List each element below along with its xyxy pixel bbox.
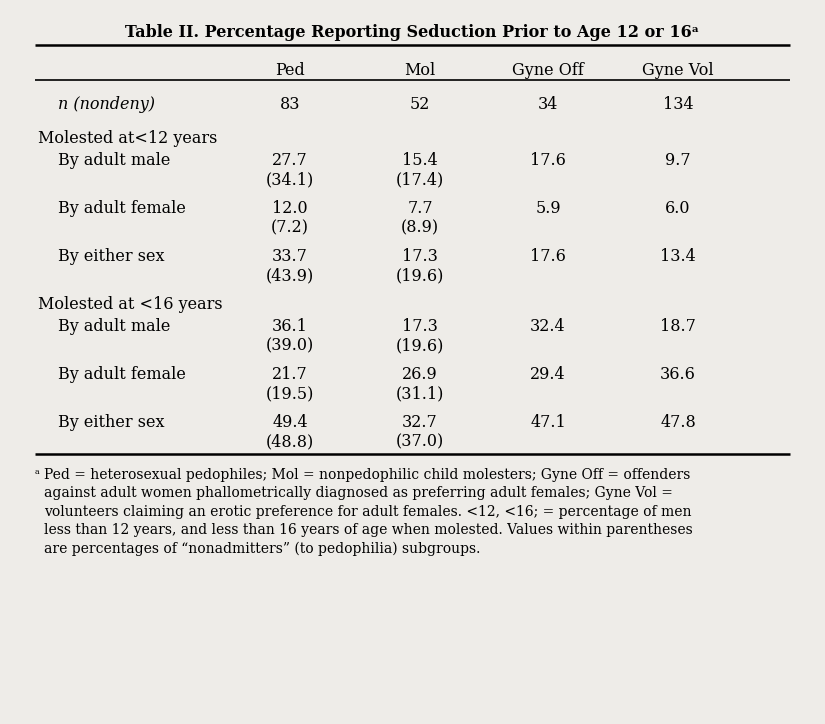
Text: 18.7: 18.7: [660, 318, 696, 335]
Text: ᵃ: ᵃ: [35, 468, 40, 481]
Text: By adult male: By adult male: [58, 318, 171, 335]
Text: 34: 34: [538, 96, 559, 113]
Text: (19.6): (19.6): [396, 267, 444, 284]
Text: 17.3: 17.3: [402, 248, 438, 265]
Text: 12.0: 12.0: [272, 200, 308, 217]
Text: 27.7: 27.7: [272, 152, 308, 169]
Text: 47.8: 47.8: [660, 414, 695, 431]
Text: Ped: Ped: [275, 62, 305, 79]
Text: (8.9): (8.9): [401, 219, 439, 236]
Text: 83: 83: [280, 96, 300, 113]
Text: By either sex: By either sex: [58, 248, 164, 265]
Text: By adult female: By adult female: [58, 200, 186, 217]
Text: Gyne Vol: Gyne Vol: [642, 62, 714, 79]
Text: Gyne Off: Gyne Off: [512, 62, 584, 79]
Text: Molested at <16 years: Molested at <16 years: [38, 296, 223, 313]
Text: Table II. Percentage Reporting Seduction Prior to Age 12 or 16ᵃ: Table II. Percentage Reporting Seduction…: [125, 24, 700, 41]
Text: By adult male: By adult male: [58, 152, 171, 169]
Text: (43.9): (43.9): [266, 267, 314, 284]
Text: 7.7: 7.7: [408, 200, 433, 217]
Text: (19.5): (19.5): [266, 385, 314, 402]
Text: By adult female: By adult female: [58, 366, 186, 383]
Text: 36.6: 36.6: [660, 366, 696, 383]
Text: 17.6: 17.6: [530, 248, 566, 265]
Text: n (nondeny): n (nondeny): [58, 96, 155, 113]
Text: 32.7: 32.7: [402, 414, 438, 431]
Text: 134: 134: [662, 96, 693, 113]
Text: 36.1: 36.1: [272, 318, 308, 335]
Text: By either sex: By either sex: [58, 414, 164, 431]
Text: 9.7: 9.7: [665, 152, 691, 169]
Text: 32.4: 32.4: [530, 318, 566, 335]
Text: (19.6): (19.6): [396, 337, 444, 354]
Text: 29.4: 29.4: [530, 366, 566, 383]
Text: (31.1): (31.1): [396, 385, 444, 402]
Text: 17.3: 17.3: [402, 318, 438, 335]
Text: (48.8): (48.8): [266, 433, 314, 450]
Text: Molested at<12 years: Molested at<12 years: [38, 130, 217, 147]
Text: (7.2): (7.2): [271, 219, 309, 236]
Text: (34.1): (34.1): [266, 171, 314, 188]
Text: Mol: Mol: [404, 62, 436, 79]
Text: (37.0): (37.0): [396, 433, 444, 450]
Text: 13.4: 13.4: [660, 248, 695, 265]
Text: Ped = heterosexual pedophiles; Mol = nonpedophilic child molesters; Gyne Off = o: Ped = heterosexual pedophiles; Mol = non…: [44, 468, 693, 556]
Text: (17.4): (17.4): [396, 171, 444, 188]
Text: 49.4: 49.4: [272, 414, 308, 431]
Text: 52: 52: [410, 96, 430, 113]
Text: 6.0: 6.0: [665, 200, 691, 217]
Text: 17.6: 17.6: [530, 152, 566, 169]
Text: 21.7: 21.7: [272, 366, 308, 383]
Text: 15.4: 15.4: [402, 152, 438, 169]
Text: 33.7: 33.7: [272, 248, 308, 265]
Text: 47.1: 47.1: [530, 414, 566, 431]
Text: (39.0): (39.0): [266, 337, 314, 354]
Text: 5.9: 5.9: [535, 200, 561, 217]
Text: 26.9: 26.9: [402, 366, 438, 383]
